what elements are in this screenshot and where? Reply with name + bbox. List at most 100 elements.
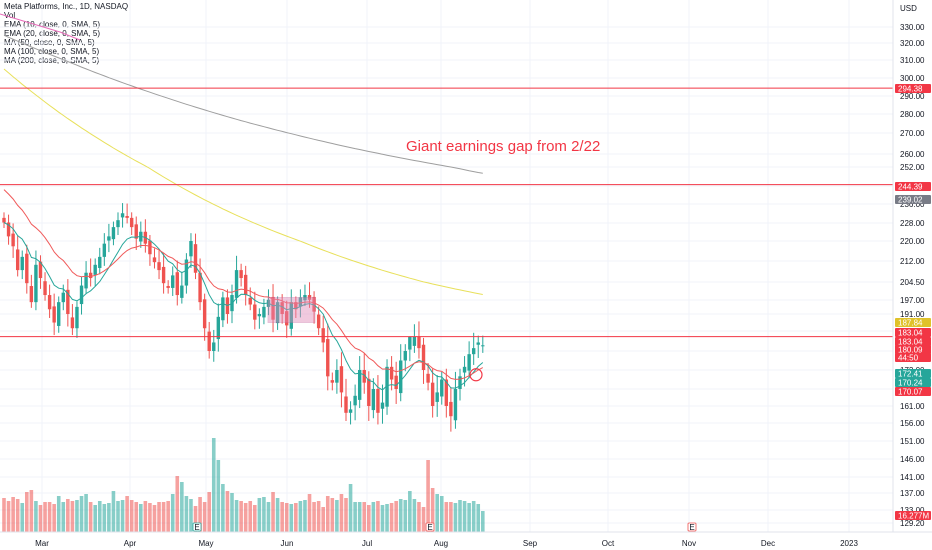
candle-body[interactable] — [253, 304, 257, 320]
candle-body[interactable] — [171, 275, 175, 288]
candle-body[interactable] — [385, 366, 389, 407]
candle-body[interactable] — [367, 378, 371, 406]
candle-body[interactable] — [57, 302, 61, 326]
candle-body[interactable] — [248, 297, 252, 305]
candle-body[interactable] — [453, 389, 458, 421]
candle-body[interactable] — [430, 382, 435, 406]
candle-body[interactable] — [289, 302, 293, 329]
legend-symbol[interactable]: Meta Platforms, Inc., 1D, NASDAQ — [4, 2, 129, 11]
legend-line-ema20[interactable]: EMA (20, close, 0, SMA, 5) — [4, 29, 101, 38]
candle-body[interactable] — [371, 389, 376, 411]
candle-body[interactable] — [111, 227, 116, 240]
candle-body[interactable] — [353, 395, 357, 406]
candle-body[interactable] — [134, 224, 138, 239]
candle-body[interactable] — [207, 331, 211, 351]
candle-body[interactable] — [125, 216, 129, 218]
candle-body[interactable] — [20, 256, 24, 271]
candle-body[interactable] — [198, 272, 202, 303]
candle-body[interactable] — [467, 354, 471, 371]
candle-body[interactable] — [307, 295, 312, 300]
candle-body[interactable] — [61, 292, 65, 303]
candle-body[interactable] — [376, 389, 380, 413]
candle-body[interactable] — [408, 336, 412, 350]
candle-body[interactable] — [29, 286, 34, 303]
earnings-event-marker[interactable] — [687, 522, 697, 532]
candle-body[interactable] — [262, 306, 266, 318]
candle-body[interactable] — [476, 342, 480, 345]
candle-body[interactable] — [417, 336, 421, 349]
candle-body[interactable] — [98, 256, 102, 268]
candle-body[interactable] — [312, 296, 316, 312]
candle-body[interactable] — [34, 264, 38, 303]
candle-body[interactable] — [316, 314, 321, 329]
candle-body[interactable] — [257, 314, 262, 317]
candle-body[interactable] — [129, 217, 134, 228]
candle-body[interactable] — [175, 272, 179, 296]
candle-body[interactable] — [440, 379, 444, 397]
candle-body[interactable] — [202, 299, 207, 329]
candle-body[interactable] — [84, 272, 88, 289]
candle-body[interactable] — [66, 289, 70, 314]
candle-body[interactable] — [15, 249, 20, 271]
candle-body[interactable] — [435, 392, 439, 402]
legend-line-ema10[interactable]: EMA (10, close, 0, SMA, 5) — [4, 20, 101, 29]
candle-body[interactable] — [70, 317, 75, 329]
consolidation-box[interactable] — [267, 297, 316, 323]
candle-body[interactable] — [326, 339, 330, 377]
candle-body[interactable] — [52, 306, 56, 323]
candle-body[interactable] — [157, 262, 161, 271]
candle-body[interactable] — [75, 306, 79, 329]
candle-body[interactable] — [449, 401, 453, 417]
candle-body[interactable] — [79, 285, 84, 305]
candle-body[interactable] — [166, 286, 170, 288]
candle-body[interactable] — [102, 243, 107, 257]
candle-body[interactable] — [152, 257, 157, 263]
candle-body[interactable] — [298, 297, 303, 307]
candle-body[interactable] — [271, 296, 275, 320]
candle-body[interactable] — [394, 375, 398, 389]
annotation-text[interactable]: Giant earnings gap from 2/22 — [406, 138, 600, 155]
candle-body[interactable] — [344, 396, 348, 413]
legend-line-ma100[interactable]: MA (100, close, 0, SMA, 5) — [4, 47, 100, 56]
candle-body[interactable] — [93, 264, 97, 275]
candle-body[interactable] — [239, 270, 243, 279]
candle-body[interactable] — [280, 302, 284, 314]
candle-body[interactable] — [285, 311, 289, 326]
candle-body[interactable] — [193, 244, 198, 273]
earnings-event-marker[interactable] — [192, 522, 202, 532]
candle-body[interactable] — [221, 297, 225, 321]
candle-body[interactable] — [148, 240, 152, 255]
legend-line-vol[interactable]: Vol — [4, 11, 16, 20]
candle-body[interactable] — [348, 409, 353, 413]
earnings-event-marker[interactable] — [425, 522, 435, 532]
candle-body[interactable] — [120, 213, 125, 218]
candle-body[interactable] — [243, 274, 248, 296]
candle-body[interactable] — [6, 222, 11, 237]
candle-body[interactable] — [403, 351, 407, 361]
candle-body[interactable] — [184, 259, 189, 286]
candle-body[interactable] — [321, 328, 325, 343]
candle-body[interactable] — [189, 241, 193, 257]
candle-body[interactable] — [330, 380, 335, 383]
candle-body[interactable] — [389, 366, 394, 380]
highlight-circle[interactable] — [469, 368, 483, 382]
candle-body[interactable] — [234, 270, 239, 298]
candle-body[interactable] — [116, 220, 120, 228]
candle-body[interactable] — [275, 302, 280, 324]
candle-body[interactable] — [38, 261, 43, 279]
candle-body[interactable] — [107, 236, 111, 241]
candle-body[interactable] — [47, 295, 52, 310]
candle-body[interactable] — [362, 370, 366, 383]
candle-body[interactable] — [88, 272, 93, 279]
candle-body[interactable] — [335, 370, 339, 383]
candle-body[interactable] — [412, 336, 417, 346]
candle-body[interactable] — [481, 345, 485, 347]
candle-body[interactable] — [462, 366, 467, 373]
candle-body[interactable] — [421, 344, 426, 370]
candle-body[interactable] — [212, 342, 216, 351]
candle-body[interactable] — [11, 233, 15, 247]
candle-body[interactable] — [380, 402, 385, 409]
candle-body[interactable] — [180, 285, 184, 298]
candle-body[interactable] — [216, 316, 221, 340]
candle-body[interactable] — [161, 266, 166, 284]
